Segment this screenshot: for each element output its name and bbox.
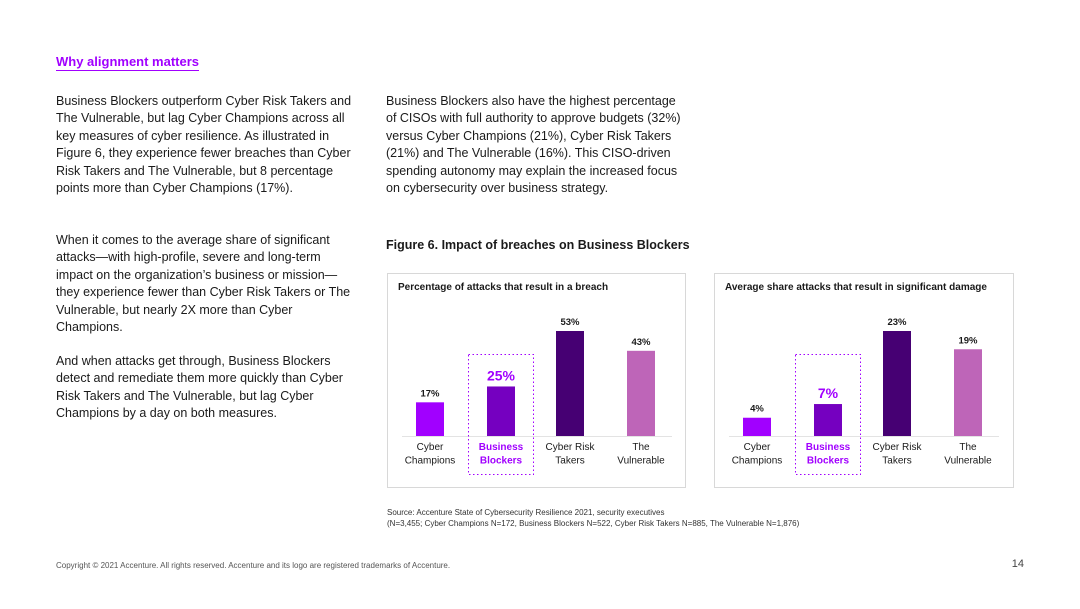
category-label: Champions bbox=[405, 456, 456, 467]
source-line-2: (N=3,455; Cyber Champions N=172, Busines… bbox=[387, 519, 800, 528]
left-paragraph-1: Business Blockers outperform Cyber Risk … bbox=[56, 94, 352, 196]
category-label: Business bbox=[806, 442, 851, 453]
left-paragraph-2: When it comes to the average share of si… bbox=[56, 233, 351, 335]
category-label: Cyber Risk bbox=[546, 442, 596, 453]
data-label: 4% bbox=[750, 404, 764, 415]
bar-2 bbox=[487, 386, 515, 436]
category-label: Blockers bbox=[480, 456, 523, 467]
highlight-box bbox=[795, 354, 861, 475]
category-label: Takers bbox=[882, 456, 911, 467]
bar-4 bbox=[627, 350, 655, 436]
data-label: 23% bbox=[887, 317, 907, 328]
chart-panel-breach: Percentage of attacks that result in a b… bbox=[387, 273, 686, 488]
bar-2 bbox=[814, 404, 842, 436]
right-paragraph-1: Business Blockers also have the highest … bbox=[386, 94, 681, 196]
category-label: The bbox=[632, 442, 650, 453]
chart-damage-svg: 4% Cyber Champions 7% Business Blockers 23% Cyb… bbox=[729, 317, 999, 475]
highlight-box bbox=[468, 354, 534, 475]
chart-title-breach: Percentage of attacks that result in a b… bbox=[398, 282, 609, 293]
bar-3 bbox=[883, 331, 911, 436]
category-label: Vulnerable bbox=[944, 456, 992, 467]
category-label: The bbox=[959, 442, 977, 453]
page-number: 14 bbox=[1011, 558, 1024, 570]
category-label: Champions bbox=[732, 456, 783, 467]
chart-panel-damage: Average share attacks that result in sig… bbox=[714, 273, 1014, 488]
left-paragraph-3: And when attacks get through, Business B… bbox=[56, 354, 343, 421]
bar-1 bbox=[416, 402, 444, 436]
chart-breach-svg: 17% Cyber Champions 25% Business Blockers 53% C… bbox=[402, 317, 672, 475]
data-label: 17% bbox=[420, 388, 440, 399]
data-label: 43% bbox=[631, 337, 651, 348]
bar-1 bbox=[743, 417, 771, 436]
category-label: Business bbox=[479, 442, 524, 453]
source-note: Source: Accenture State of Cybersecurity… bbox=[387, 507, 799, 529]
bar-3 bbox=[556, 331, 584, 436]
data-label: 25% bbox=[487, 367, 516, 383]
data-label: 7% bbox=[818, 385, 839, 401]
category-label: Takers bbox=[555, 456, 584, 467]
category-label: Cyber bbox=[744, 442, 771, 453]
category-label: Blockers bbox=[807, 456, 850, 467]
copyright-footer: Copyright © 2021 Accenture. All rights r… bbox=[56, 561, 451, 570]
section-label: Why alignment matters bbox=[56, 54, 200, 71]
category-label: Cyber bbox=[417, 442, 444, 453]
category-label: Cyber Risk bbox=[873, 442, 923, 453]
data-label: 19% bbox=[958, 335, 978, 346]
figure-title: Figure 6. Impact of breaches on Business… bbox=[386, 238, 690, 252]
bar-4 bbox=[954, 349, 982, 436]
chart-title-damage: Average share attacks that result in sig… bbox=[725, 282, 987, 293]
category-label: Vulnerable bbox=[617, 456, 665, 467]
source-line-1: Source: Accenture State of Cybersecurity… bbox=[387, 508, 665, 517]
data-label: 53% bbox=[560, 317, 580, 328]
